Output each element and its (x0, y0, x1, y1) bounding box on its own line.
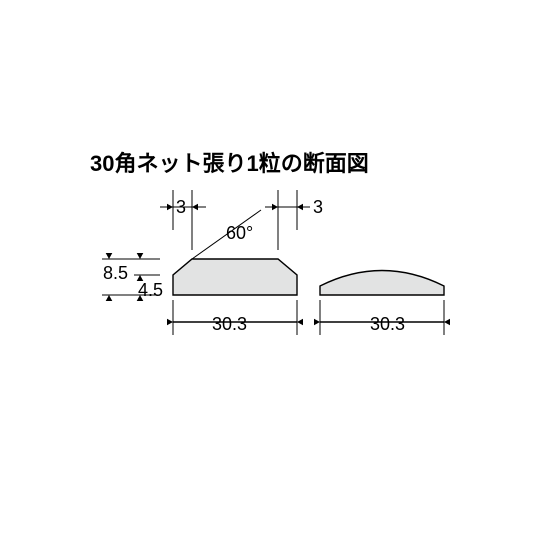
dim-label-chamfer_left: 3 (176, 197, 186, 218)
cross-section-diagram (0, 0, 550, 550)
dim-label-angle: 60° (226, 223, 253, 244)
arrowhead-icon (106, 253, 113, 259)
dim-label-height_outer: 8.5 (103, 263, 128, 284)
diagram-title: 30角ネット張り1粒の断面図 (90, 146, 369, 178)
trapezoid-profile (173, 259, 297, 295)
arrowhead-icon (297, 204, 303, 211)
dim-label-height_inner: 4.5 (138, 280, 163, 301)
arrowhead-icon (314, 319, 320, 326)
arrowhead-icon (167, 204, 173, 211)
arrowhead-icon (272, 204, 278, 211)
arrowhead-icon (444, 319, 450, 326)
arrowhead-icon (106, 295, 113, 301)
arrowhead-icon (297, 319, 303, 326)
dome-profile (320, 271, 444, 296)
dim-label-width_right: 30.3 (370, 314, 405, 335)
arrowhead-icon (167, 319, 173, 326)
dim-label-width_left: 30.3 (212, 314, 247, 335)
arrowhead-icon (137, 253, 144, 259)
arrowhead-icon (192, 204, 198, 211)
dim-label-chamfer_right: 3 (313, 197, 323, 218)
